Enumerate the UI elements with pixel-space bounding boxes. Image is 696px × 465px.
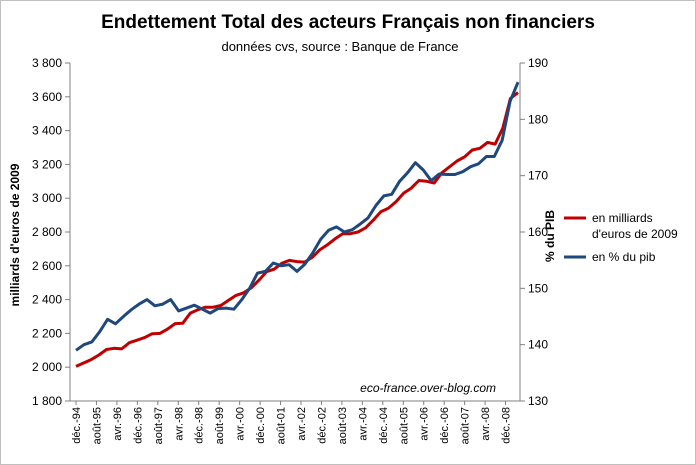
legend-label-pib: en % du pib — [592, 250, 656, 264]
y-left-tick-label: 3 600 — [32, 90, 62, 104]
legend: en milliards d'euros de 2009 en % du pib — [564, 211, 678, 264]
y-left-tick-label: 1 800 — [32, 394, 62, 408]
y-axis-left-ticks: 1 800 2 000 2 200 2 400 2 600 2 800 3 000 3 200… — [32, 56, 70, 408]
x-tick-label: déc.-98 — [194, 407, 206, 444]
x-tick-label: déc.-08 — [501, 407, 513, 444]
x-tick-label: avr.-04 — [357, 407, 369, 441]
x-tick-label: août-07 — [460, 407, 472, 444]
x-tick-label: déc.-04 — [378, 407, 390, 444]
x-tick-label: déc.-00 — [255, 407, 267, 444]
y-axis-right-title: % du PIB — [543, 210, 557, 262]
x-tick-label: déc.-06 — [439, 407, 451, 444]
x-tick-label: avr.-06 — [419, 407, 431, 441]
y-right-tick-label: 170 — [528, 169, 548, 183]
chart-subtitle: données cvs, source : Banque de France — [221, 39, 458, 54]
y-left-tick-label: 2 000 — [32, 360, 62, 374]
y-right-tick-label: 140 — [528, 338, 548, 352]
y-right-tick-label: 190 — [528, 56, 548, 70]
y-right-tick-label: 160 — [528, 225, 548, 239]
x-tick-label: août-95 — [91, 407, 103, 444]
y-left-tick-label: 2 400 — [32, 293, 62, 307]
y-right-tick-label: 130 — [528, 394, 548, 408]
y-left-tick-label: 2 200 — [32, 326, 62, 340]
watermark: eco-france.over-blog.com — [360, 381, 496, 395]
legend-label-billions: en milliards d'euros de 2009 — [592, 211, 678, 241]
y-left-tick-label: 2 600 — [32, 259, 62, 273]
x-tick-label: avr.-98 — [173, 407, 185, 441]
series-line-pib — [75, 81, 520, 352]
y-right-tick-label: 180 — [528, 112, 548, 126]
x-tick-label: avr.-08 — [480, 407, 492, 441]
chart-title: Endettement Total des acteurs Français n… — [101, 12, 595, 33]
x-tick-label: déc.-02 — [316, 407, 328, 444]
x-axis-ticks: déc.-94 août-95 avr.-96 déc.-96 août-97 avr.-… — [71, 401, 513, 444]
x-tick-label: août-99 — [214, 407, 226, 444]
series-line-billions — [75, 91, 519, 368]
axes — [69, 63, 521, 402]
y-left-tick-label: 3 800 — [32, 56, 62, 70]
y-left-tick-label: 3 000 — [32, 191, 62, 205]
series-layer — [75, 81, 520, 368]
x-tick-label: août-01 — [276, 407, 288, 444]
x-tick-label: avr.-96 — [112, 407, 124, 441]
y-axis-right-ticks: 130 140 150 160 170 180 190 — [520, 56, 548, 408]
y-left-tick-label: 2 800 — [32, 225, 62, 239]
y-left-tick-label: 3 400 — [32, 124, 62, 138]
x-tick-label: août-05 — [398, 407, 410, 444]
y-left-tick-label: 3 200 — [32, 157, 62, 171]
x-tick-label: déc.-96 — [132, 407, 144, 444]
y-axis-left-title: milliards d'euros de 2009 — [8, 163, 22, 306]
x-tick-label: août-03 — [337, 407, 349, 444]
x-tick-label: déc.-94 — [71, 407, 83, 444]
x-tick-label: avr.-00 — [235, 407, 247, 441]
x-tick-label: avr.-02 — [296, 407, 308, 441]
x-tick-label: août-97 — [153, 407, 165, 444]
y-right-tick-label: 150 — [528, 281, 548, 295]
